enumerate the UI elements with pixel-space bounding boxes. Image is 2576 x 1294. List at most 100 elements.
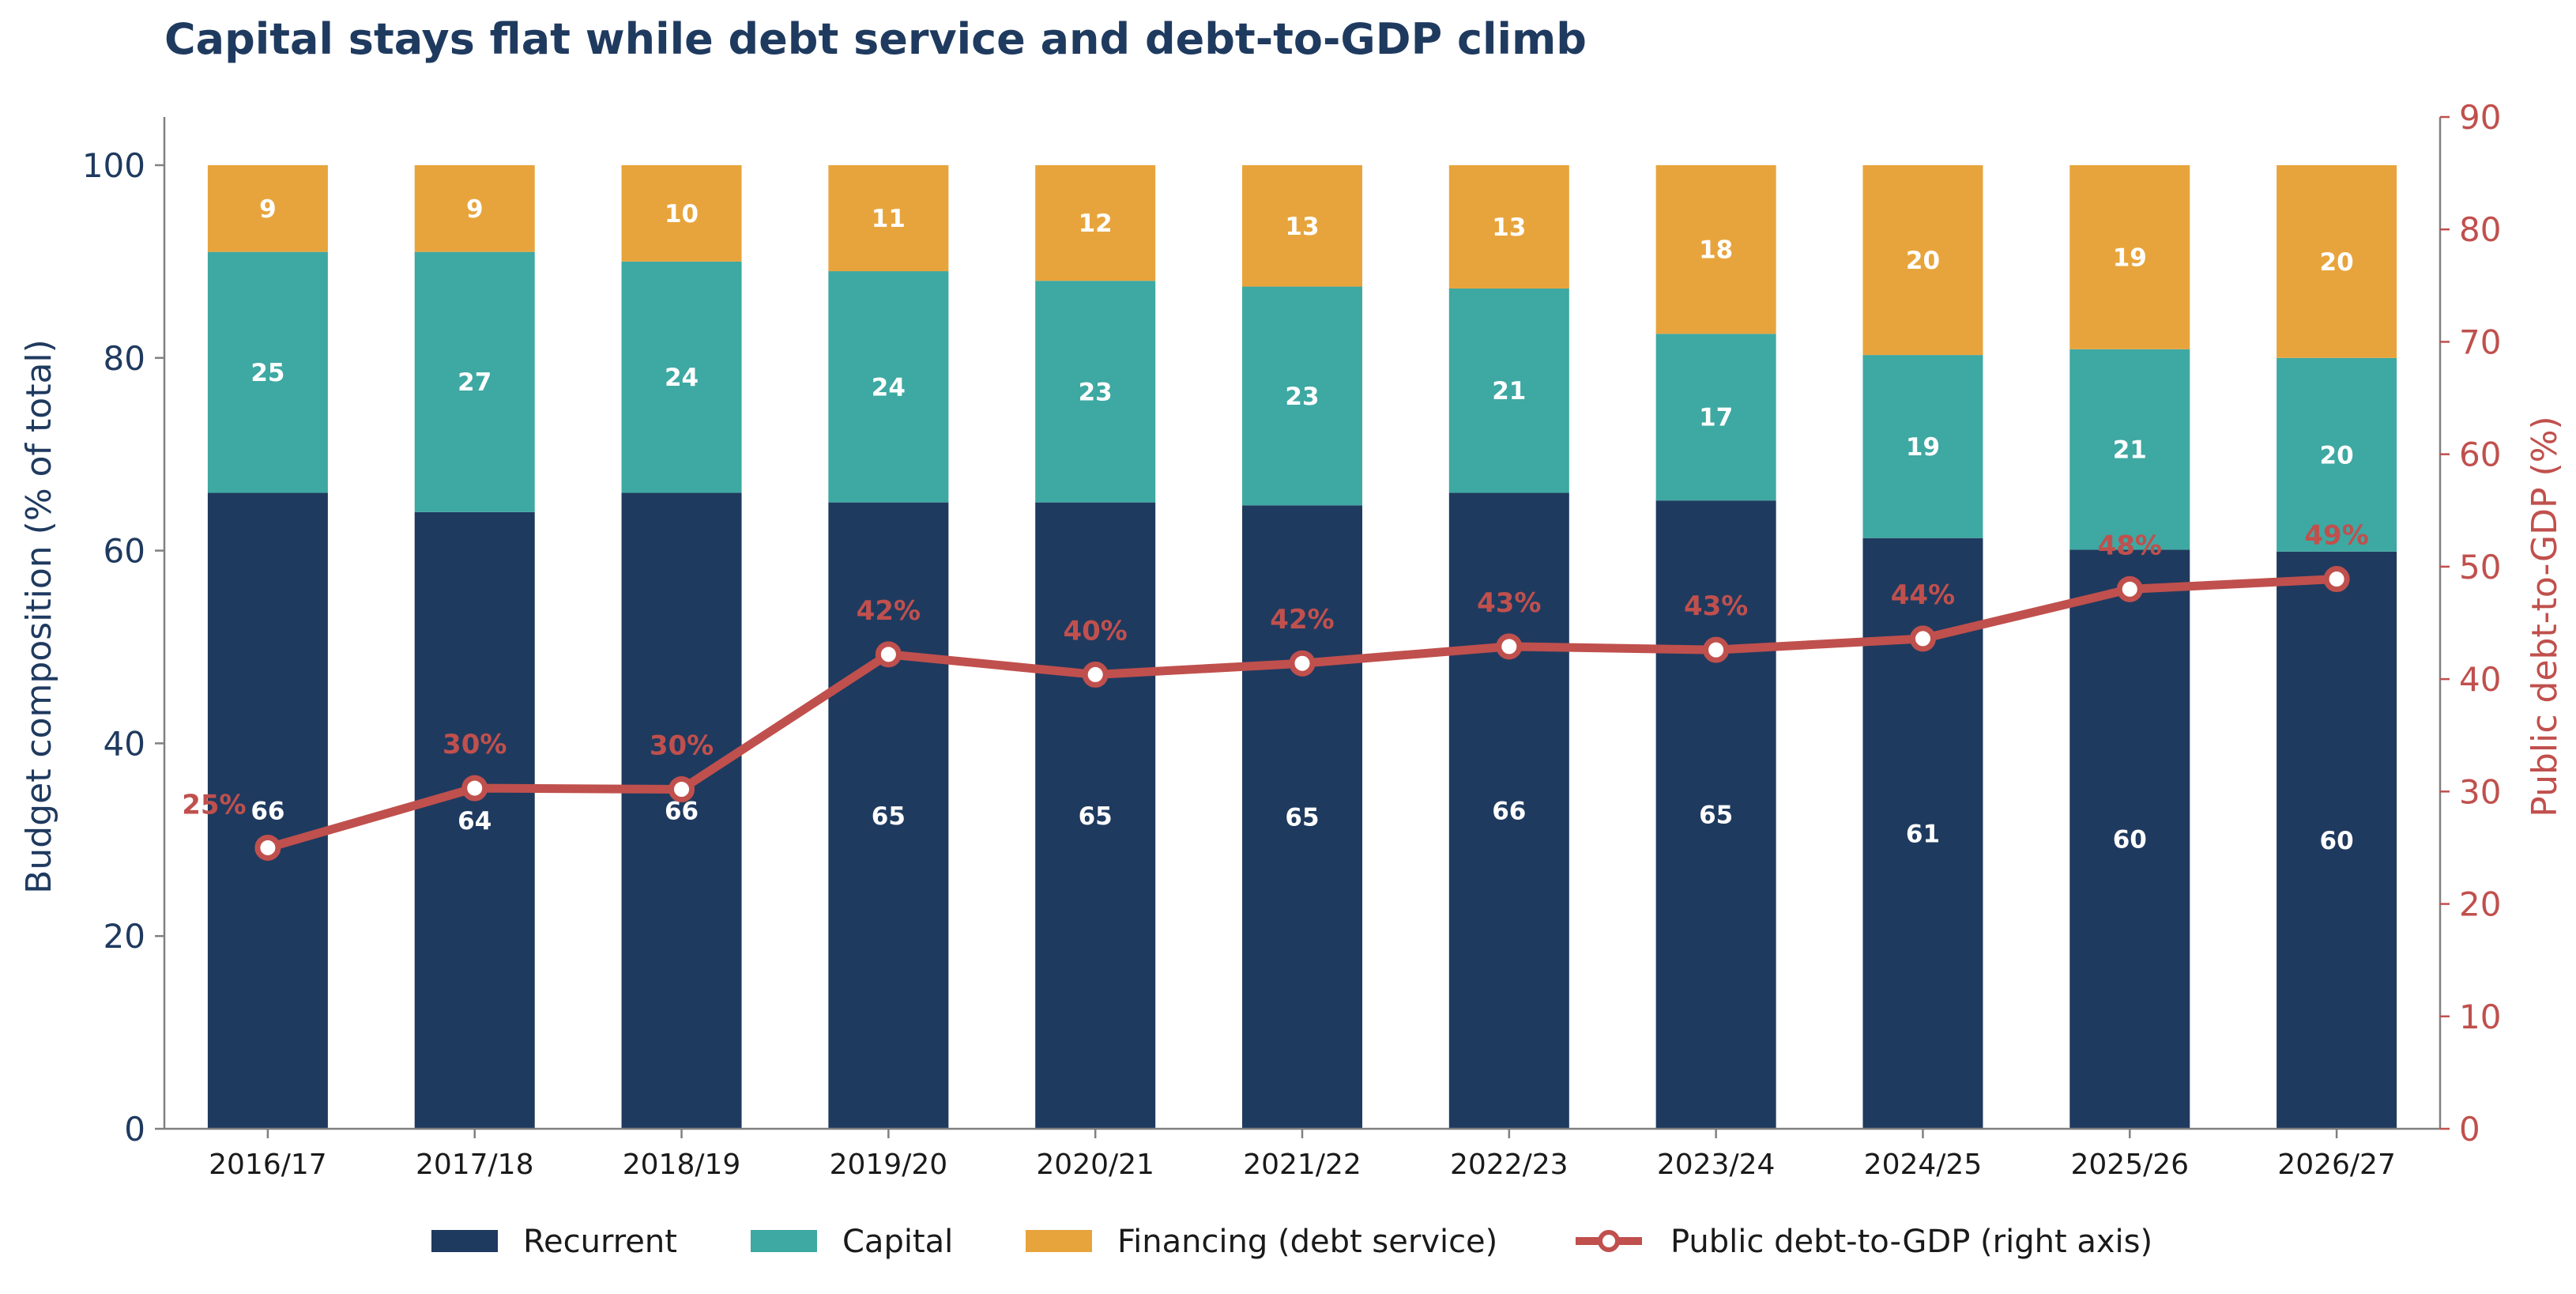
x-tick-label: 2020/21 bbox=[1036, 1149, 1154, 1181]
debt-to-gdp-point bbox=[461, 775, 488, 802]
y2-tick-label: 10 bbox=[2459, 998, 2501, 1036]
x-tick-label: 2026/27 bbox=[2277, 1149, 2396, 1181]
bars: 6625964279662410652411652312652313662113… bbox=[207, 164, 2397, 1129]
debt-to-gdp-label: 30% bbox=[650, 730, 714, 761]
bar-value-label: 64 bbox=[458, 807, 491, 836]
bar-value-label: 13 bbox=[1492, 213, 1526, 242]
debt-to-gdp-point bbox=[1703, 636, 1730, 663]
bar-value-label: 25 bbox=[250, 359, 284, 387]
debt-to-gdp-point bbox=[668, 775, 695, 802]
bar-value-label: 60 bbox=[2320, 827, 2354, 855]
debt-to-gdp-label: 42% bbox=[857, 595, 921, 627]
bar-value-label: 65 bbox=[1079, 802, 1113, 831]
bar-recurrent bbox=[1448, 492, 1569, 1129]
legend-label: Public debt-to-GDP (right axis) bbox=[1670, 1224, 2152, 1260]
x-tick-label: 2025/26 bbox=[2070, 1149, 2189, 1181]
bar-value-label: 65 bbox=[1285, 804, 1319, 832]
bar-value-label: 24 bbox=[872, 373, 906, 402]
bar-financing bbox=[828, 164, 949, 272]
debt-to-gdp-point bbox=[1496, 633, 1523, 660]
bar-value-label: 9 bbox=[259, 195, 277, 224]
bar-capital bbox=[621, 261, 742, 493]
x-tick-label: 2018/19 bbox=[623, 1149, 741, 1181]
y-axis-label: Budget composition (% of total) bbox=[19, 339, 59, 894]
bar-capital bbox=[207, 251, 328, 493]
bar-recurrent bbox=[414, 511, 535, 1129]
bar-value-label: 66 bbox=[1492, 798, 1526, 826]
bar-financing bbox=[621, 164, 742, 262]
bar-recurrent bbox=[1655, 500, 1776, 1129]
bar-recurrent bbox=[2277, 551, 2397, 1129]
bar-capital bbox=[1862, 355, 1983, 538]
debt-to-gdp-point bbox=[1082, 661, 1109, 688]
bar-capital bbox=[1035, 281, 1156, 503]
y-tick-label: 0 bbox=[124, 1110, 145, 1149]
bar-financing bbox=[1035, 164, 1156, 281]
bar-capital bbox=[1655, 334, 1776, 501]
y2-tick-label: 90 bbox=[2459, 98, 2501, 137]
debt-to-gdp-label: 43% bbox=[1477, 587, 1541, 619]
bar-value-label: 13 bbox=[1285, 213, 1319, 241]
bar-value-label: 12 bbox=[1079, 209, 1113, 238]
bar-value-label: 18 bbox=[1699, 236, 1733, 265]
bar-value-label: 19 bbox=[2113, 243, 2147, 272]
bar-financing bbox=[207, 164, 328, 252]
x-tick-label: 2023/24 bbox=[1657, 1149, 1776, 1181]
x-tick-label: 2019/20 bbox=[830, 1149, 948, 1181]
bar-capital bbox=[414, 251, 535, 512]
debt-to-gdp-label: 30% bbox=[443, 729, 507, 760]
bar-value-label: 10 bbox=[665, 200, 699, 228]
x-tick-label: 2017/18 bbox=[416, 1149, 534, 1181]
y2-tick-label: 30 bbox=[2459, 772, 2501, 811]
debt-to-gdp-point bbox=[1289, 650, 1316, 677]
bar-recurrent bbox=[207, 492, 328, 1129]
bar-value-label: 21 bbox=[2113, 436, 2147, 465]
legend-swatch bbox=[431, 1230, 498, 1252]
bar-financing bbox=[414, 164, 535, 252]
bar-value-label: 9 bbox=[466, 195, 484, 224]
bar-value-label: 66 bbox=[250, 798, 284, 826]
legend-label: Financing (debt service) bbox=[1117, 1224, 1497, 1260]
bar-capital bbox=[2069, 349, 2190, 550]
bar-capital bbox=[2277, 357, 2397, 552]
y-tick-label: 40 bbox=[104, 724, 145, 763]
y2-tick-label: 60 bbox=[2459, 436, 2501, 474]
plot-area: 6625964279662410652411652312652313662113… bbox=[82, 98, 2502, 1181]
bar-financing bbox=[1862, 164, 1983, 356]
bar-value-label: 24 bbox=[665, 364, 699, 392]
bar-value-label: 11 bbox=[872, 205, 906, 233]
bar-value-label: 27 bbox=[458, 368, 491, 397]
y2-tick-label: 20 bbox=[2459, 885, 2501, 924]
bar-value-label: 61 bbox=[1906, 820, 1940, 848]
bar-capital bbox=[828, 271, 949, 503]
bar-financing bbox=[1448, 164, 1569, 289]
legend: Recurrent Capital Financing (debt service)… bbox=[431, 1224, 2152, 1260]
y2-tick-label: 70 bbox=[2459, 323, 2501, 361]
bar-value-label: 21 bbox=[1492, 377, 1526, 406]
debt-to-gdp-label: 42% bbox=[1270, 604, 1334, 636]
bar-value-label: 17 bbox=[1699, 404, 1733, 432]
chart-title: Capital stays flat while debt service an… bbox=[164, 14, 1587, 64]
bar-value-label: 65 bbox=[1699, 802, 1733, 830]
bar-recurrent bbox=[2069, 549, 2190, 1129]
x-tick-label: 2016/17 bbox=[209, 1149, 327, 1181]
debt-to-gdp-point bbox=[875, 641, 902, 668]
bar-value-label: 19 bbox=[1906, 433, 1940, 462]
debt-to-gdp-label: 49% bbox=[2304, 520, 2368, 552]
y-tick-label: 80 bbox=[104, 339, 145, 378]
y2-tick-label: 40 bbox=[2459, 660, 2501, 699]
bar-value-label: 20 bbox=[1906, 247, 1940, 275]
bar-recurrent bbox=[1242, 505, 1362, 1129]
debt-to-gdp-label: 43% bbox=[1684, 590, 1748, 622]
x-tick-label: 2021/22 bbox=[1243, 1149, 1361, 1181]
legend-marker bbox=[1598, 1230, 1620, 1252]
bar-financing bbox=[2277, 164, 2397, 358]
x-tick-label: 2024/25 bbox=[1864, 1149, 1983, 1181]
legend-swatch bbox=[1026, 1230, 1092, 1252]
bar-value-label: 20 bbox=[2320, 441, 2354, 470]
y-tick-label: 100 bbox=[82, 146, 145, 185]
bar-financing bbox=[1242, 164, 1362, 287]
y2-tick-label: 0 bbox=[2459, 1110, 2480, 1149]
bar-recurrent bbox=[1035, 502, 1156, 1129]
